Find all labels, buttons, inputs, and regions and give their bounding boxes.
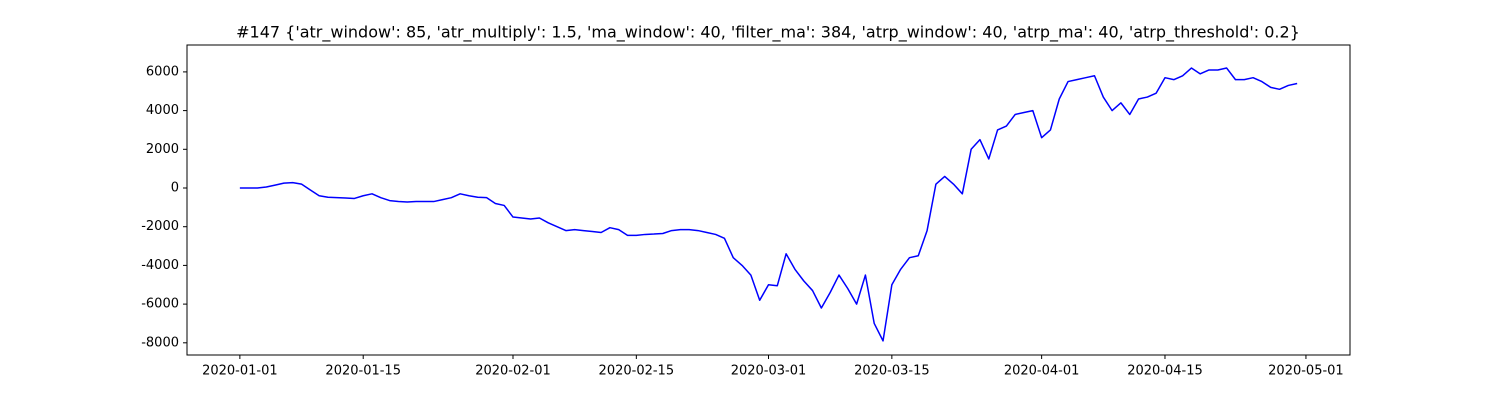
y-tick-label: 0: [171, 181, 179, 196]
y-tick-label: 2000: [146, 142, 179, 157]
x-tick-label: 2020-04-15: [1127, 364, 1203, 379]
x-tick-label: 2020-02-15: [599, 364, 675, 379]
y-tick-label: -4000: [141, 258, 179, 273]
y-tick-label: -6000: [141, 297, 179, 312]
x-tick-label: 2020-04-01: [1004, 364, 1080, 379]
x-tick-label: 2020-03-01: [731, 364, 807, 379]
x-tick-label: 2020-03-15: [854, 364, 930, 379]
y-tick-label: 4000: [146, 103, 179, 118]
x-tick-label: 2020-01-01: [202, 364, 278, 379]
x-tick-label: 2020-02-01: [475, 364, 551, 379]
chart-title: #147 {'atr_window': 85, 'atr_multiply': …: [236, 23, 1300, 43]
line-series: [239, 67, 1298, 342]
x-tick-label: 2020-05-01: [1268, 364, 1344, 379]
y-tick-label: -8000: [141, 335, 179, 350]
y-tick-label: 6000: [146, 64, 179, 79]
x-tick-label: 2020-01-15: [325, 364, 401, 379]
y-tick-label: -2000: [141, 219, 179, 234]
plot-frame: [186, 44, 1351, 356]
